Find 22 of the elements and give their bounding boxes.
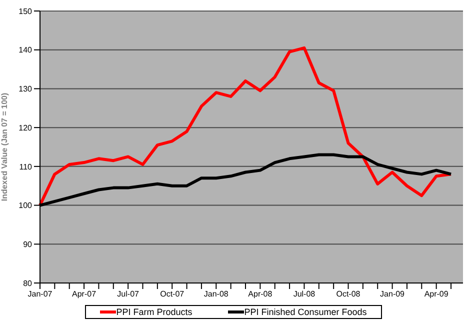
- x-tick-label: Oct-07: [160, 290, 185, 299]
- line-series: [38, 46, 452, 207]
- y-axis-title: Indexed Value (Jan 07 = 100): [0, 92, 9, 202]
- y-tick-label: 150: [18, 6, 33, 16]
- x-tick-label: Jan-07: [28, 290, 53, 299]
- x-tick-label: Apr-09: [424, 290, 449, 299]
- x-tick-label: Jan-08: [204, 290, 229, 299]
- y-tick-label: 130: [18, 84, 33, 94]
- y-tick-label: 140: [18, 46, 33, 55]
- x-tick-label: Apr-08: [248, 290, 273, 299]
- y-tick-label: 110: [19, 162, 33, 172]
- y-tick-label: 80: [23, 278, 33, 288]
- y-tick-label: 120: [18, 123, 33, 132]
- x-tick-label: Jan-09: [380, 290, 406, 299]
- x-tick-label: Oct-08: [336, 290, 361, 299]
- legend-label: PPI Finished Consumer Foods: [243, 307, 367, 317]
- y-tick-label: 100: [18, 201, 33, 210]
- x-tick-label: Apr-07: [72, 290, 97, 299]
- x-tick-label: Jul-07: [117, 290, 140, 299]
- legend-label: PPI Farm Products: [115, 307, 192, 317]
- y-tick-label: 90: [23, 240, 33, 249]
- x-tick-label: Jul-08: [293, 290, 316, 299]
